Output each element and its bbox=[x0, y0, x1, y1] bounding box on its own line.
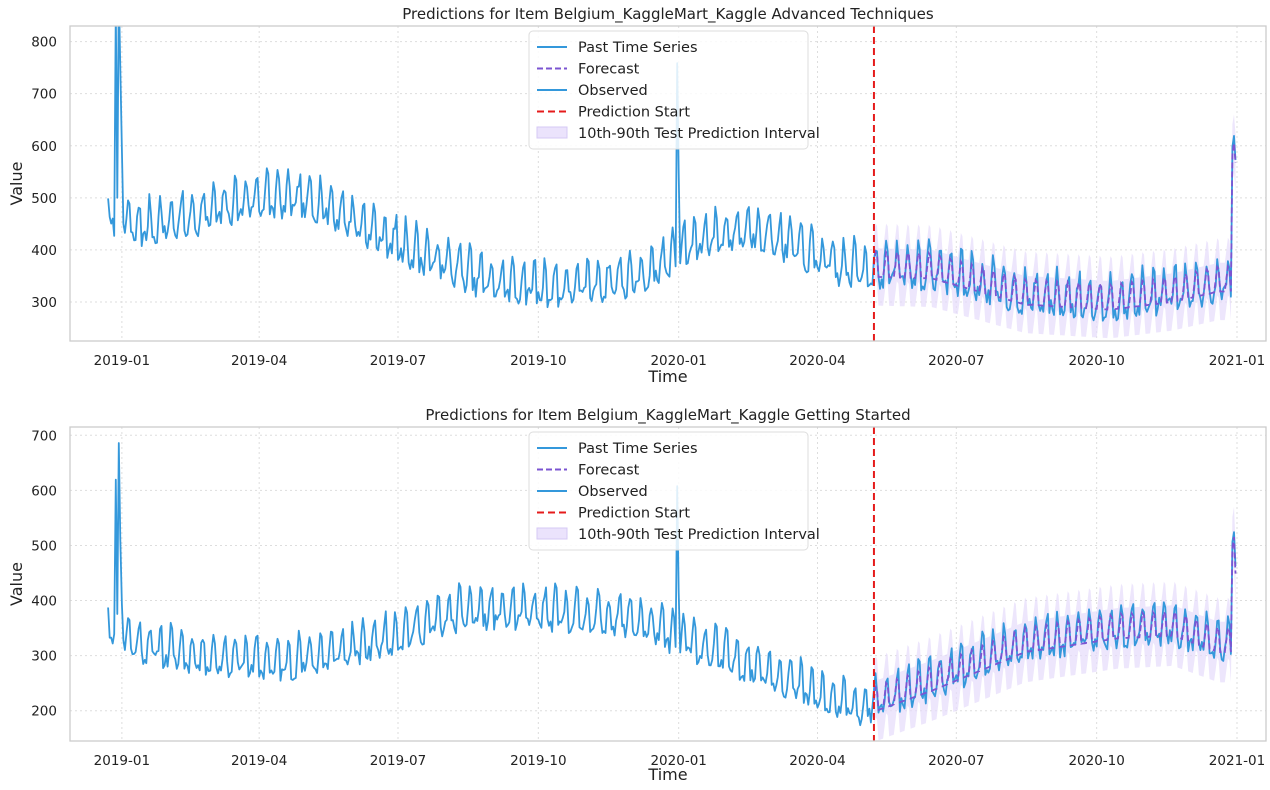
chart-title: Predictions for Item Belgium_KaggleMart_… bbox=[425, 406, 910, 425]
x-axis-label: Time bbox=[647, 367, 687, 386]
subplot-1: 2019-01 2019-04 2019-07 2019-10 2020-01 2020-… bbox=[7, 5, 1267, 386]
y-tick-label: 500 bbox=[31, 538, 57, 554]
x-tick-label: 2019-01 bbox=[94, 353, 150, 369]
x-tick-label: 2019-04 bbox=[231, 753, 287, 769]
forecast-line bbox=[873, 536, 1237, 712]
legend-entry: Prediction Start bbox=[578, 506, 690, 522]
past-time-series-line bbox=[107, 26, 875, 309]
x-tick-label: 2020-10 bbox=[1068, 753, 1124, 769]
legend-entry: 10th-90th Test Prediction Interval bbox=[578, 527, 820, 543]
plot-area bbox=[107, 442, 1237, 741]
observed-line bbox=[873, 531, 1237, 714]
legend-entry: Past Time Series bbox=[578, 40, 698, 56]
y-tick-label: 700 bbox=[31, 87, 57, 103]
y-axis-label: Value bbox=[7, 162, 26, 206]
chart-title: Predictions for Item Belgium_KaggleMart_… bbox=[402, 5, 934, 24]
forecast-line bbox=[873, 142, 1237, 311]
x-tick-label: 2020-04 bbox=[789, 753, 845, 769]
x-tick-label: 2020-10 bbox=[1068, 353, 1124, 369]
x-tick-label: 2020-04 bbox=[789, 353, 845, 369]
x-tick-label: 2020-07 bbox=[928, 353, 984, 369]
x-tick-label: 2021-01 bbox=[1209, 753, 1265, 769]
past-time-series-line bbox=[107, 442, 875, 727]
x-tick-label: 2019-04 bbox=[231, 353, 287, 369]
legend-swatch bbox=[536, 126, 568, 139]
legend: Past Time Series Forecast Observed Predicti… bbox=[528, 431, 820, 551]
x-tick-label: 2019-01 bbox=[94, 753, 150, 769]
y-tick-label: 600 bbox=[31, 483, 57, 499]
legend-swatch bbox=[536, 527, 568, 540]
legend-box bbox=[528, 30, 809, 150]
legend-entry: Forecast bbox=[578, 62, 640, 78]
x-tick-label: 2019-10 bbox=[510, 753, 566, 769]
legend-entry: Observed bbox=[578, 83, 648, 99]
y-tick-label: 300 bbox=[31, 649, 57, 665]
legend-entry: 10th-90th Test Prediction Interval bbox=[578, 126, 820, 142]
plot-area bbox=[107, 26, 1237, 339]
y-tick-label: 200 bbox=[31, 704, 57, 720]
x-tick-label: 2020-01 bbox=[650, 753, 706, 769]
axes-frame bbox=[69, 25, 1267, 342]
y-tick-label: 400 bbox=[31, 594, 57, 610]
x-tick-label: 2019-07 bbox=[370, 753, 426, 769]
legend-entry: Observed bbox=[578, 484, 648, 500]
y-tick-label: 700 bbox=[31, 428, 57, 444]
x-tick-label: 2020-07 bbox=[928, 753, 984, 769]
legend: Past Time Series Forecast Observed Predicti… bbox=[528, 30, 820, 150]
y-tick-label: 500 bbox=[31, 191, 57, 207]
y-tick-label: 300 bbox=[31, 295, 57, 311]
y-axis-label: Value bbox=[7, 562, 26, 606]
subplot-2: 2019-01 2019-04 2019-07 2019-10 2020-01 2020-… bbox=[7, 406, 1267, 784]
legend-entry: Past Time Series bbox=[578, 441, 698, 457]
x-tick-label: 2020-01 bbox=[650, 353, 706, 369]
x-tick-label: 2019-10 bbox=[510, 353, 566, 369]
y-tick-label: 800 bbox=[31, 35, 57, 51]
prediction-interval-band bbox=[873, 506, 1236, 741]
legend-box bbox=[528, 431, 809, 551]
legend-entry: Prediction Start bbox=[578, 105, 690, 121]
legend-entry: Forecast bbox=[578, 463, 640, 479]
x-axis-label: Time bbox=[647, 765, 687, 784]
y-tick-label: 600 bbox=[31, 139, 57, 155]
axes-frame bbox=[69, 426, 1267, 742]
x-tick-label: 2019-07 bbox=[370, 353, 426, 369]
y-tick-label: 400 bbox=[31, 243, 57, 259]
x-tick-label: 2021-01 bbox=[1209, 353, 1265, 369]
